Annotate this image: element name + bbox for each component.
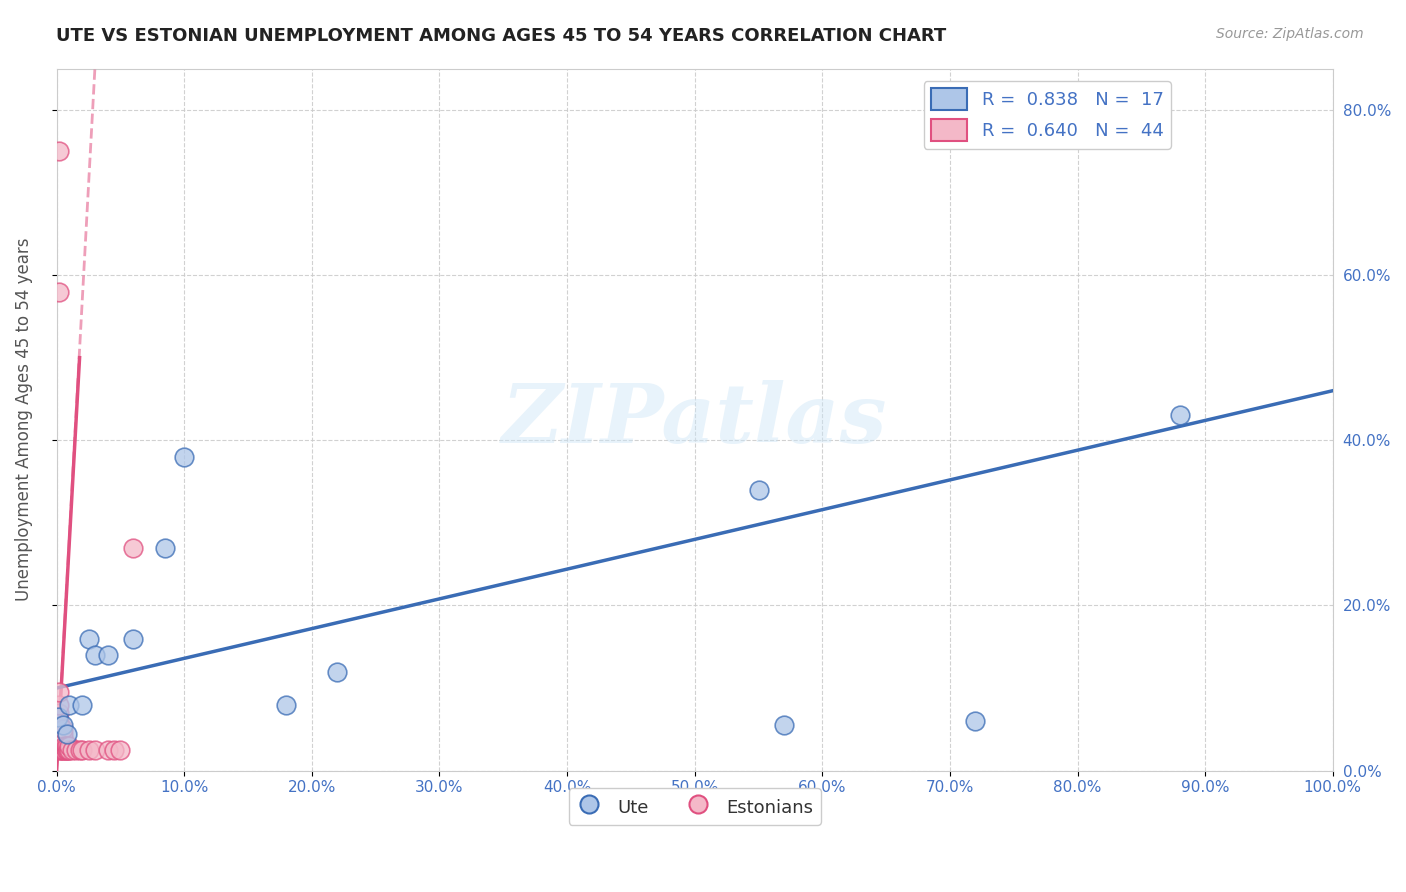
Point: [58, 739, 80, 753]
Point: [52, 731, 75, 745]
Text: Source: ZipAtlas.com: Source: ZipAtlas.com: [1216, 27, 1364, 41]
Point: [56, 739, 79, 753]
Point: [53, 743, 76, 757]
Point: [48, 726, 70, 740]
Point: [49, 739, 72, 753]
Point: [52, 735, 75, 749]
Point: [77, 743, 100, 757]
Point: [65, 743, 87, 757]
Point: [48, 285, 70, 299]
Point: [97, 648, 120, 662]
Point: [56, 743, 79, 757]
Point: [773, 718, 796, 732]
Point: [56, 743, 79, 757]
Point: [48, 731, 70, 745]
Text: ZIPatlas: ZIPatlas: [502, 380, 887, 459]
Point: [173, 450, 195, 464]
Point: [83, 648, 105, 662]
Point: [52, 743, 75, 757]
Point: [52, 723, 75, 737]
Point: [48, 685, 70, 699]
Point: [55, 743, 77, 757]
Point: [52, 726, 75, 740]
Point: [48, 714, 70, 728]
Point: [49, 735, 72, 749]
Point: [122, 632, 145, 646]
Point: [153, 541, 176, 555]
Y-axis label: Unemployment Among Ages 45 to 54 years: Unemployment Among Ages 45 to 54 years: [15, 238, 32, 601]
Point: [48, 739, 70, 753]
Point: [48, 698, 70, 712]
Point: [48, 723, 70, 737]
Point: [48, 743, 70, 757]
Point: [747, 483, 769, 497]
Point: [55, 739, 77, 753]
Point: [52, 739, 75, 753]
Point: [58, 743, 80, 757]
Point: [965, 714, 987, 728]
Point: [60, 743, 83, 757]
Point: [97, 743, 120, 757]
Point: [276, 698, 298, 712]
Text: UTE VS ESTONIAN UNEMPLOYMENT AMONG AGES 45 TO 54 YEARS CORRELATION CHART: UTE VS ESTONIAN UNEMPLOYMENT AMONG AGES …: [56, 27, 946, 45]
Point: [46, 710, 69, 724]
Point: [70, 743, 93, 757]
Point: [48, 144, 70, 158]
Point: [51, 739, 73, 753]
Point: [69, 743, 91, 757]
Point: [326, 665, 349, 679]
Point: [48, 706, 70, 720]
Point: [110, 743, 132, 757]
Point: [122, 541, 145, 555]
Point: [70, 698, 93, 712]
Point: [49, 743, 72, 757]
Point: [53, 739, 76, 753]
Point: [48, 718, 70, 732]
Point: [56, 726, 79, 740]
Point: [52, 718, 75, 732]
Point: [83, 743, 105, 757]
Point: [51, 743, 73, 757]
Point: [48, 735, 70, 749]
Point: [77, 632, 100, 646]
Point: [103, 743, 125, 757]
Point: [58, 698, 80, 712]
Legend: Ute, Estonians: Ute, Estonians: [568, 789, 821, 825]
Point: [51, 735, 73, 749]
Point: [1168, 409, 1191, 423]
